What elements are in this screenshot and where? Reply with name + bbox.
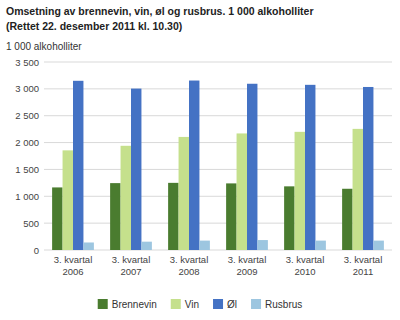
y-axis-label: 1 000 alkoholliter <box>6 41 82 52</box>
legend-swatch <box>98 299 108 309</box>
bars <box>52 81 384 250</box>
grid-line <box>44 62 392 63</box>
x-tick-label: 3. kvartal2011 <box>344 254 383 277</box>
bar <box>110 183 120 250</box>
x-tick-label-line: 3. kvartal <box>170 254 209 265</box>
bar <box>315 241 325 250</box>
x-tick-label: 3. kvartal2006 <box>54 254 93 277</box>
grid-line <box>44 88 392 89</box>
bar <box>373 241 383 250</box>
legend-label: Brennevin <box>112 299 157 310</box>
bar <box>63 150 73 250</box>
grid-line <box>44 250 392 251</box>
y-tick-label: 0 <box>34 245 39 256</box>
subtitle: (Rettet 22. desember 2011 kl. 10.30) <box>6 20 182 32</box>
x-tick-label-line: 2008 <box>178 266 199 277</box>
bar <box>363 87 373 250</box>
legend-item: Rusbrus <box>251 299 302 310</box>
y-tick-label: 500 <box>23 218 39 229</box>
bar <box>141 242 151 250</box>
x-tick-label: 3. kvartal2007 <box>112 254 151 277</box>
series <box>63 129 363 250</box>
series <box>83 240 383 250</box>
x-tick-label: 3. kvartal2010 <box>286 254 325 277</box>
grid-line <box>44 169 392 170</box>
bar <box>257 240 267 250</box>
x-tick-label-line: 3. kvartal <box>286 254 325 265</box>
x-tick-label-line: 3. kvartal <box>344 254 383 265</box>
x-tick-label-line: 2006 <box>62 266 83 277</box>
y-tick-label: 3 000 <box>15 83 39 94</box>
y-tick-label: 1 500 <box>15 164 39 175</box>
series <box>73 81 373 250</box>
bar <box>295 132 305 250</box>
x-tick-label-line: 3. kvartal <box>228 254 267 265</box>
x-tick-label-line: 2007 <box>120 266 141 277</box>
bar <box>247 84 257 250</box>
y-tick-label: 1 000 <box>15 191 39 202</box>
bar <box>237 133 247 250</box>
legend-swatch <box>213 299 223 309</box>
bar <box>52 187 62 250</box>
x-tick-label: 3. kvartal2009 <box>228 254 267 277</box>
bar <box>353 129 363 250</box>
bar <box>342 189 352 250</box>
legend-swatch <box>171 299 181 309</box>
bar <box>168 183 178 250</box>
legend-label: Øl <box>227 299 237 310</box>
bar <box>179 137 189 250</box>
bar <box>284 186 294 250</box>
x-tick-label-line: 2009 <box>236 266 257 277</box>
bar <box>226 183 236 250</box>
legend-item: Brennevin <box>98 299 157 310</box>
legend-item: Øl <box>213 299 237 310</box>
x-tick-label-line: 3. kvartal <box>54 254 93 265</box>
x-tick-label-line: 3. kvartal <box>112 254 151 265</box>
x-tick-label-line: 2010 <box>294 266 315 277</box>
grid-line <box>44 196 392 197</box>
title: Omsetning av brennevin, vin, øl og rusbr… <box>6 5 314 17</box>
legend-label: Vin <box>185 299 199 310</box>
grid <box>44 62 392 250</box>
bar <box>83 242 93 250</box>
legend: Brennevin Vin Øl Rusbrus <box>98 299 303 310</box>
legend-swatch <box>251 299 261 309</box>
bar <box>121 146 131 250</box>
x-tick-label: 3. kvartal2008 <box>170 254 209 277</box>
bar <box>73 81 83 250</box>
legend-item: Vin <box>171 299 199 310</box>
x-tick-label-line: 2011 <box>353 266 373 277</box>
grid-line <box>44 115 392 116</box>
grid-line <box>44 142 392 143</box>
grid-line <box>44 223 392 224</box>
y-tick-label: 3 500 <box>15 57 39 68</box>
bar <box>199 241 209 250</box>
bar <box>305 85 315 250</box>
legend-label: Rusbrus <box>265 299 302 310</box>
y-tick-label: 2 000 <box>15 137 39 148</box>
chart: Omsetning av brennevin, vin, øl og rusbr… <box>0 0 400 320</box>
bar <box>189 81 199 250</box>
bar <box>131 89 141 250</box>
y-tick-label: 2 500 <box>15 110 39 121</box>
